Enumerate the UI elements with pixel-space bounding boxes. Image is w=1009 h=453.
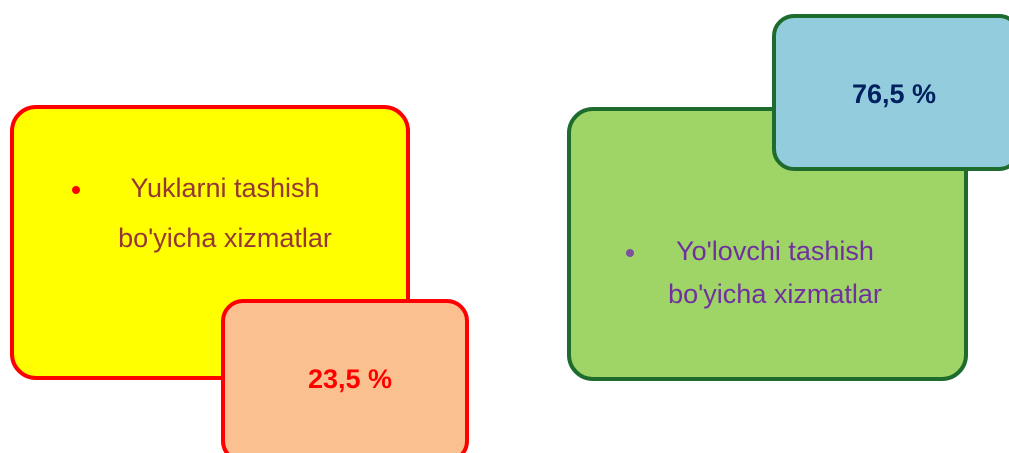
- freight-share-box: [221, 299, 469, 453]
- freight-label-line: Yuklarni tashish: [130, 173, 319, 203]
- passenger-label-line: Yo'lovchi tashish: [676, 236, 874, 266]
- passenger-label-line: bo'yicha xizmatlar: [668, 279, 882, 309]
- passenger-share: 76,5 %: [852, 79, 936, 109]
- passenger-share-box: [772, 14, 1009, 171]
- bullet: [626, 249, 634, 257]
- freight-label-line: bo'yicha xizmatlar: [118, 223, 332, 253]
- passenger-box: [567, 107, 968, 381]
- bullet: [72, 186, 80, 194]
- freight-share: 23,5 %: [308, 364, 392, 394]
